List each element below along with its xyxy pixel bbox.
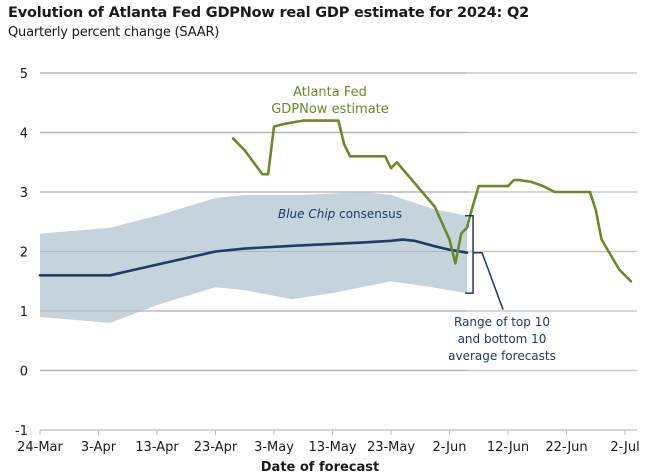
- x-tick-label: 3-May: [254, 440, 294, 455]
- band-layer: [40, 72, 468, 371]
- blue-chip-annotation-regular: consensus: [335, 207, 402, 221]
- x-tick-label: 2-Jun: [433, 440, 467, 455]
- range-annotation: average forecasts: [448, 349, 556, 363]
- y-tick-label: 1: [20, 305, 28, 320]
- x-tick-label: 13-Apr: [135, 440, 179, 455]
- chart-title: Evolution of Atlanta Fed GDPNow real GDP…: [8, 5, 530, 21]
- x-tick-label: 23-Apr: [194, 440, 238, 455]
- x-axis: 24-Mar 3-Apr 13-Apr 23-Apr 3-May 13-May 23-May…: [17, 430, 640, 455]
- y-tick-label: 2: [20, 246, 28, 261]
- blue-chip-annotation: Blue Chip consensus: [278, 207, 402, 221]
- gdpnow-series-line: [231, 119, 633, 283]
- range-band: [40, 192, 468, 323]
- range-leader-line: [473, 251, 504, 310]
- blue-chip-annotation-italic: Blue Chip: [278, 207, 336, 221]
- x-tick-label: 12-Jun: [487, 440, 529, 455]
- x-tick-label: 3-Apr: [81, 440, 117, 455]
- annotation-layer: Atlanta Fed GDPNow estimate Blue Chip cons…: [271, 85, 556, 363]
- y-tick-label: 0: [20, 365, 28, 380]
- y-tick-label: 3: [20, 186, 28, 201]
- x-tick-label: 24-Mar: [17, 440, 63, 455]
- y-axis: -1 0 1 2 3 4 5: [15, 67, 28, 439]
- x-tick-label: 23-May: [367, 440, 415, 455]
- x-tick-label: 2-Jul: [610, 440, 639, 455]
- range-bracket: [465, 215, 474, 294]
- y-tick-label: -1: [15, 424, 28, 439]
- series-layer: [38, 119, 633, 283]
- range-annotation: and bottom 10: [458, 332, 547, 346]
- range-annotation: Range of top 10: [454, 315, 550, 329]
- gdpnow-annotation: GDPNow estimate: [271, 102, 389, 117]
- chart-subtitle: Quarterly percent change (SAAR): [8, 25, 220, 40]
- x-tick-label: 22-Jun: [545, 440, 587, 455]
- y-tick-label: 5: [20, 67, 28, 82]
- gdpnow-annotation: Atlanta Fed: [293, 85, 367, 100]
- y-tick-label: 4: [20, 127, 28, 142]
- x-tick-label: 13-May: [308, 440, 356, 455]
- blue-chip-series-line: [38, 238, 469, 277]
- x-axis-label: Date of forecast: [261, 460, 379, 475]
